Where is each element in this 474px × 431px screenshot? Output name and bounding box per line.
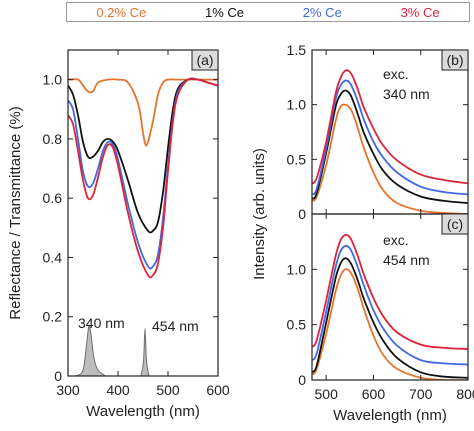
x-tick-label-a-3: 600	[206, 382, 230, 398]
x-tick-label-c-1: 600	[362, 386, 386, 402]
y-tick-label-c-0: 0	[298, 372, 306, 388]
legend-entry-3-ce: 3% Ce	[400, 4, 440, 20]
panel-label-a: (a)	[196, 52, 213, 68]
x-tick-label-c-3: 800	[456, 386, 474, 402]
annotation-454nm: 454 nm	[152, 318, 199, 334]
annotation-exc-b-0: exc.	[383, 66, 409, 82]
y-tick-label-b-0: 0	[298, 206, 306, 222]
panel-label-box-a	[191, 49, 219, 71]
panel-c: 0 0.5 1.0 500 600 700 800 (c) Wavelength (nm) exc…	[287, 213, 474, 424]
series-3-ce-a	[68, 77, 218, 279]
series-1-ce-c	[312, 257, 468, 379]
axes-frame-a	[67, 49, 219, 377]
annotation-exc-c-1: 454 nm	[383, 252, 430, 268]
y-tick-label-b-1: 0.5	[287, 151, 307, 167]
series-0-2-ce-c	[312, 268, 468, 380]
panel-label-c: (c)	[447, 216, 463, 232]
y-tick-label-b-3: 1.5	[287, 42, 307, 58]
y-tick-label-c-1: 0.5	[287, 317, 307, 333]
y-tick-label-c-2: 1.0	[287, 261, 307, 277]
series-1-ce-a	[68, 77, 218, 234]
plot-area-a	[68, 77, 218, 376]
x-tick-label-c-2: 700	[409, 386, 433, 402]
y-tick-label-a-3: 0.6	[43, 190, 63, 206]
series-2-ce-a	[68, 77, 218, 270]
x-tick-label-a-2: 500	[156, 382, 180, 398]
series-0-2-ce-b	[312, 103, 468, 214]
legend-entry-1-ce: 1% Ce	[205, 4, 245, 20]
panel-b: 0 0.5 1.0 1.5 (b) exc. 340 nm Intensity (arb. u…	[251, 42, 469, 280]
panel-a: 0 0.2 0.4 0.6 0.8 1.0 300 400 500 600 (a) Wavelengt…	[7, 49, 230, 420]
panel-label-box-c	[441, 213, 469, 235]
series-2-ce-c	[312, 245, 468, 366]
annotation-exc-b-1: 340 nm	[383, 86, 430, 102]
x-axis-label-a: Wavelength (nm)	[86, 403, 200, 420]
plot-area-c	[312, 233, 468, 380]
series-0-2-ce-a	[68, 78, 218, 147]
annotation-340nm: 340 nm	[78, 315, 125, 331]
x-axis-label-c: Wavelength (nm)	[333, 407, 447, 424]
y-axis-label-a: Reflectance / Transmittance (%)	[7, 106, 24, 319]
axes-frame-c	[311, 213, 469, 381]
y-tick-label-a-5: 1.0	[43, 72, 63, 88]
series-3-ce-c	[312, 233, 468, 350]
series-1-ce-b	[312, 89, 468, 204]
series-3-ce-b	[312, 69, 468, 185]
y-tick-label-a-1: 0.2	[43, 309, 63, 325]
panel-label-b: (b)	[446, 52, 463, 68]
annotation-exc-c-0: exc.	[383, 232, 409, 248]
legend-entry-2-ce: 2% Ce	[302, 4, 342, 20]
x-tick-label-a-1: 400	[106, 382, 130, 398]
y-axis-label-intensity: Intensity (arb. units)	[251, 148, 268, 280]
legend-entry-0-2-ce: 0.2% Ce	[96, 4, 147, 20]
x-tick-label-c-0: 500	[315, 386, 339, 402]
plot-area-b	[312, 69, 468, 214]
x-tick-label-a-0: 300	[56, 382, 80, 398]
y-tick-label-a-0: 0	[54, 368, 62, 384]
excitation-peak-1	[74, 324, 107, 376]
series-2-ce-b	[312, 79, 468, 196]
y-tick-label-b-2: 1.0	[287, 97, 307, 113]
y-tick-label-a-4: 0.8	[43, 131, 63, 147]
y-tick-label-a-2: 0.4	[43, 249, 63, 265]
legend: 0.2% Ce 1% Ce 2% Ce 3% Ce	[66, 2, 470, 22]
panel-label-box-b	[441, 49, 469, 71]
excitation-peak-2	[140, 328, 150, 376]
